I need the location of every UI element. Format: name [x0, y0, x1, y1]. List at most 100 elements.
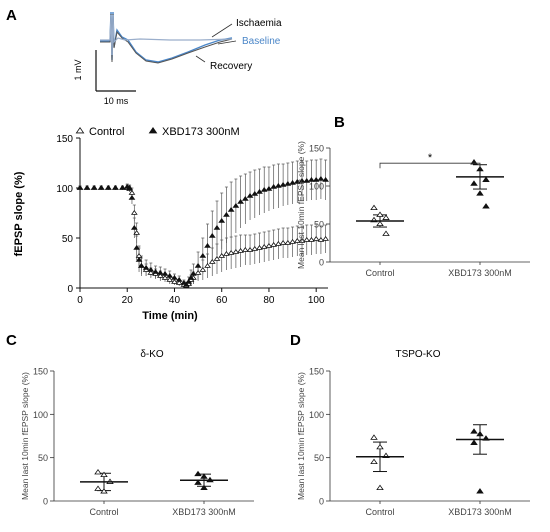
y-tick-label: 50 [314, 453, 324, 463]
plot-title-delta-ko: δ-KO [140, 349, 164, 360]
control-point [135, 252, 143, 258]
y-tick-label: 150 [56, 134, 73, 145]
xbd173-point [138, 262, 145, 268]
xbd173-point [476, 165, 484, 172]
trace-leader-ischaemia [211, 23, 233, 38]
scale-label-voltage: 1 mV [73, 59, 83, 80]
x-tick-label: 40 [169, 295, 181, 306]
control-point [382, 214, 390, 220]
y-tick-label: 0 [319, 497, 324, 507]
control-point [376, 484, 384, 491]
xbd173-point [200, 473, 208, 479]
control-point [156, 272, 164, 278]
xbd173-point [161, 270, 169, 276]
xbd173-point [190, 270, 197, 276]
panel-label-a: A [6, 7, 17, 24]
data-points [76, 175, 330, 288]
y-tick-label: 50 [314, 220, 324, 230]
control-point [322, 235, 330, 241]
control-point [194, 269, 202, 275]
x-tick-label: Control [89, 507, 118, 517]
y-tick-label: 100 [33, 410, 48, 420]
xbd173-point [322, 176, 330, 182]
xbd173-point [156, 269, 164, 275]
panel-label-c: C [6, 332, 17, 349]
control-point [284, 239, 292, 245]
y-tick-label: 0 [43, 497, 48, 507]
xbd173-point [166, 272, 174, 278]
trace-label-baseline: Baseline [242, 36, 281, 47]
y-tick-label: 100 [56, 184, 73, 195]
xbd173-point [476, 488, 484, 494]
control-point [376, 443, 384, 450]
xbd173-point [152, 268, 159, 274]
legend-marker-xbd173 [148, 127, 158, 134]
xbd173-point [246, 192, 254, 198]
xbd173-point [289, 179, 296, 185]
xbd173-point [476, 430, 484, 437]
control-point [370, 434, 378, 440]
xbd173-point [265, 185, 273, 191]
control-point [223, 250, 230, 256]
control-point [289, 238, 296, 244]
control-point [303, 236, 311, 242]
trace-leader-recovery [195, 55, 206, 63]
control-point [298, 237, 306, 243]
xbd173-point [237, 198, 244, 204]
y-axis-label: fEPSP slope (%) [13, 171, 25, 256]
control-point [171, 278, 178, 284]
xbd173-point [482, 203, 490, 209]
control-point [312, 235, 320, 241]
legend-marker-control [75, 127, 85, 134]
x-tick-label: XBD173 300nM [172, 507, 236, 517]
xbd173-point [275, 182, 282, 188]
xbd173-point [182, 281, 190, 287]
x-tick-label: Control [365, 268, 394, 278]
xbd173-point [171, 274, 178, 280]
trace-ischaemia [100, 14, 233, 56]
control-point [308, 236, 315, 242]
y-tick-label: 150 [309, 367, 324, 377]
y-tick-label: 50 [62, 234, 74, 245]
xbd173-point [303, 177, 311, 183]
control-point [370, 204, 378, 211]
xbd173-point [470, 180, 478, 186]
control-point [260, 243, 268, 249]
xbd173-point [470, 428, 478, 434]
xbd173-point [194, 470, 202, 477]
control-point [376, 211, 384, 217]
xbd173-point [180, 279, 188, 285]
control-point [175, 279, 183, 285]
xbd173-point [279, 181, 287, 187]
significance-marker: * [428, 152, 433, 164]
xbd173-point [200, 484, 208, 491]
x-tick-label: XBD173 300nM [448, 507, 512, 517]
control-point [246, 246, 254, 252]
control-point [94, 485, 102, 491]
y-axis-label: Mean last 10min fEPSP slope (%) [296, 372, 306, 500]
control-point [147, 269, 155, 275]
control-point [100, 488, 108, 494]
xbd173-point [470, 439, 478, 445]
y-tick-label: 0 [67, 284, 73, 295]
x-tick-label: 100 [308, 295, 325, 306]
xbd173-point [208, 232, 216, 238]
control-point [376, 220, 384, 227]
legend-label-control: Control [89, 126, 124, 138]
xbd173-point [218, 217, 226, 223]
xbd173-point [298, 177, 306, 183]
y-tick-label: 0 [319, 258, 324, 268]
control-point [251, 245, 259, 251]
control-point [128, 189, 136, 195]
control-point [133, 229, 141, 235]
timecourse-chart: Control XBD173 300nM 0 50 100 150 0 20 40 60 80 10… [13, 126, 330, 322]
xbd173-point [187, 274, 195, 280]
panel-label-d: D [290, 332, 301, 349]
plot-title-tspo-ko: TSPO-KO [395, 349, 440, 360]
xbd173-point [112, 184, 119, 190]
x-tick-label: 20 [122, 295, 134, 306]
xbd173-point [251, 190, 259, 196]
xbd173-point [135, 256, 143, 262]
chart-legend: Control XBD173 300nM [75, 126, 240, 138]
